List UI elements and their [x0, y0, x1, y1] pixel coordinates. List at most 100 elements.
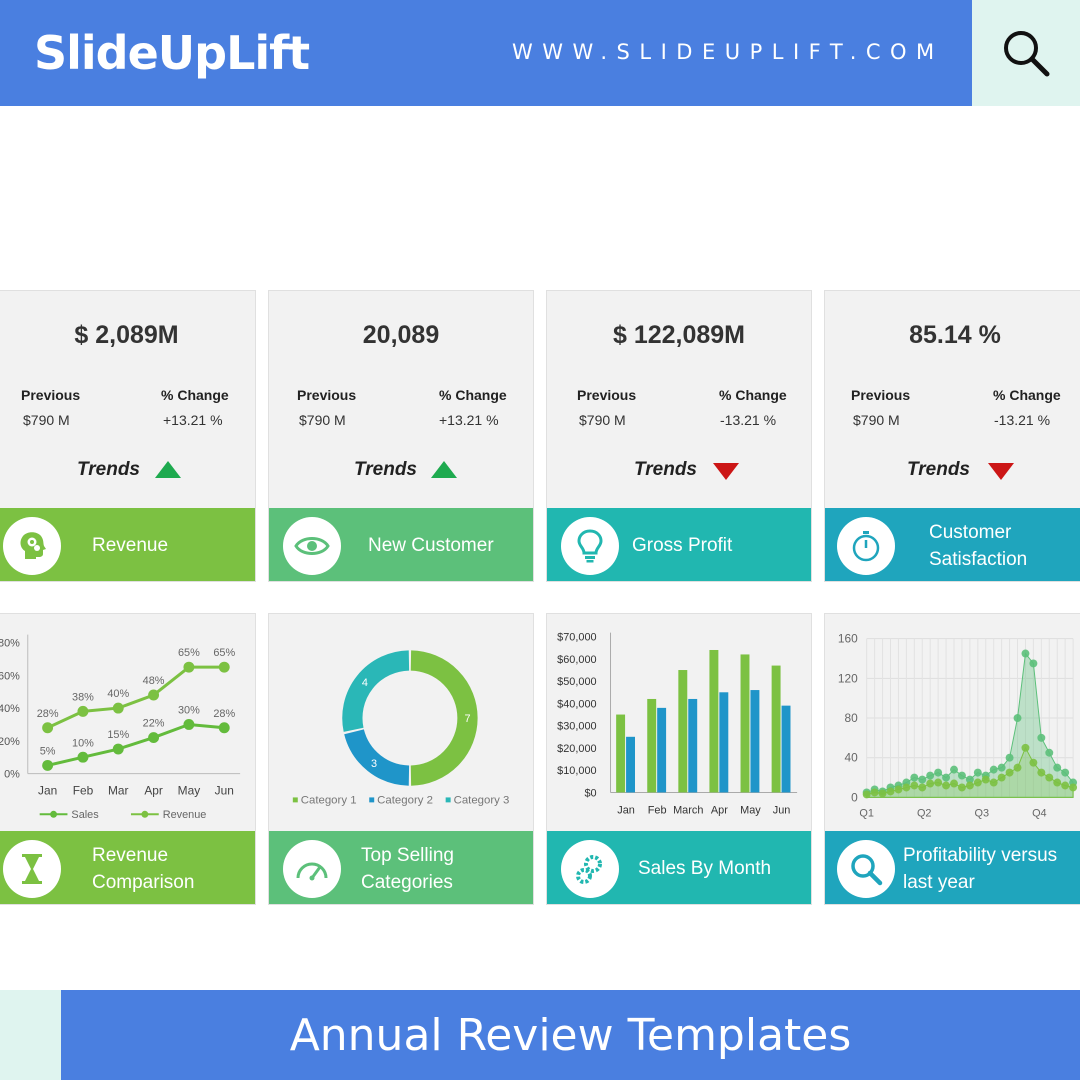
y-tick-label: $50,000: [557, 676, 596, 688]
data-point: [981, 775, 990, 784]
data-point: [77, 751, 89, 763]
chart-card-revenue-comparison: 0% 20% 40% 60% 80% Jan Feb Mar Apr May Jun 5% 10% 15%…: [0, 613, 256, 905]
data-label: 65%: [178, 647, 200, 659]
bar: [626, 736, 635, 793]
data-point: [934, 768, 943, 777]
band-icon-circle: [561, 839, 619, 898]
bar: [678, 670, 688, 793]
chart-card-sales-by-month: $0 $10,000 $20,000 $30,000 $40,000 $50,000 $60…: [546, 613, 812, 905]
legend-marker: [369, 797, 375, 803]
data-point: [989, 778, 998, 787]
x-tick-label: Q2: [917, 807, 932, 819]
data-point: [965, 781, 974, 790]
data-point: [910, 773, 919, 782]
data-point: [1037, 733, 1046, 742]
donut-chart: 7 3 4 Category 1 Category 2 Category 3: [292, 650, 510, 806]
y-tick-label: 80%: [0, 638, 20, 650]
y-tick-label: 20%: [0, 736, 20, 748]
y-tick-label: $40,000: [557, 698, 596, 710]
x-tick-label: Jan: [38, 783, 57, 797]
change-value: +13.21 %: [163, 412, 223, 428]
data-label: 65%: [213, 647, 235, 659]
donut-slice: [342, 650, 410, 732]
data-point: [218, 661, 230, 673]
search-button[interactable]: [972, 0, 1080, 106]
legend-label: Category 3: [454, 794, 510, 806]
previous-label: Previous: [297, 387, 357, 403]
data-point: [1045, 773, 1054, 782]
legend-marker: [50, 810, 58, 818]
data-point: [918, 775, 927, 784]
data-point: [870, 788, 879, 797]
bar: [781, 705, 791, 793]
data-point: [1061, 768, 1070, 777]
y-tick-label: 40: [845, 751, 859, 765]
trend-up-icon: [155, 461, 181, 478]
y-tick-label: 60%: [0, 670, 20, 682]
data-point: [886, 787, 895, 796]
data-point: [1013, 714, 1022, 722]
y-tick-label: 160: [838, 632, 858, 646]
y-tick-label: $20,000: [557, 743, 596, 755]
speedometer-icon: [296, 862, 328, 880]
trends-label: Trends: [907, 459, 971, 480]
band-label: Revenue Comparison: [92, 844, 195, 893]
data-point: [183, 719, 195, 730]
x-tick-label: Jan: [617, 804, 635, 816]
data-point: [997, 763, 1006, 772]
band-icon-circle: [3, 516, 61, 575]
trend-down-icon: [988, 463, 1014, 480]
y-tick-label: $10,000: [557, 765, 596, 777]
data-label: 38%: [72, 691, 94, 703]
kpi-value: 85.14 %: [909, 321, 1001, 349]
data-point: [42, 759, 54, 771]
chart-band: Profitability versus last year: [825, 831, 1080, 904]
previous-value: $790 M: [299, 412, 346, 428]
change-value: +13.21 %: [439, 412, 499, 428]
x-tick-label: Feb: [648, 804, 667, 816]
data-label: 22%: [143, 718, 165, 730]
data-label: 5%: [40, 745, 56, 757]
chart-band: Revenue Comparison: [0, 831, 255, 904]
x-tick-label: March: [673, 804, 703, 816]
data-label: 48%: [143, 675, 165, 687]
lightbulb-icon: [577, 528, 603, 562]
data-point: [902, 783, 911, 792]
x-tick-label: Apr: [711, 804, 728, 816]
trends-label: Trends: [77, 459, 141, 480]
data-point: [1013, 763, 1022, 772]
band-label: Sales By Month: [638, 858, 772, 879]
y-tick-label: 0%: [4, 769, 20, 781]
kpi-card-revenue: $ 2,089M Previous % Change $790 M +13.21…: [0, 290, 256, 582]
donut-slice: [410, 650, 478, 786]
change-value: -13.21 %: [994, 412, 1051, 428]
band-label: Top Selling Categories: [361, 844, 454, 893]
data-point: [934, 778, 943, 787]
kpi-value: $ 2,089M: [74, 321, 179, 349]
area-chart: 0 40 80 120 160 Q1 Q2 Q3 Q4: [838, 632, 1078, 819]
data-label: 28%: [213, 708, 235, 720]
kpi-value: 20,089: [362, 321, 440, 349]
site-url[interactable]: WWW.SLIDEUPLIFT.COM: [512, 40, 944, 64]
bar: [750, 690, 760, 793]
change-value: -13.21 %: [720, 412, 777, 428]
x-tick-label: May: [178, 783, 201, 797]
footer-bar: Annual Review Templates: [61, 990, 1080, 1080]
line-chart: 0% 20% 40% 60% 80% Jan Feb Mar Apr May Jun 5% 10% 15%…: [0, 634, 241, 821]
data-point: [1053, 778, 1062, 787]
bar: [647, 698, 657, 793]
data-point: [950, 765, 958, 774]
band-icon-circle: [837, 516, 895, 575]
data-point: [1005, 753, 1014, 762]
data-label: 40%: [107, 688, 129, 700]
legend-label: Category 1: [301, 794, 357, 806]
data-point: [942, 781, 951, 790]
bar-chart: $0 $10,000 $20,000 $30,000 $40,000 $50,000 $60…: [557, 632, 798, 816]
previous-value: $790 M: [853, 412, 900, 428]
kpi-card-customer-satisfaction: 85.14 % Previous % Change $790 M -13.21 …: [824, 290, 1080, 582]
legend-label: Category 2: [377, 794, 433, 806]
previous-value: $790 M: [579, 412, 626, 428]
logo[interactable]: SlideUpLift: [34, 26, 310, 80]
data-point: [218, 722, 230, 734]
